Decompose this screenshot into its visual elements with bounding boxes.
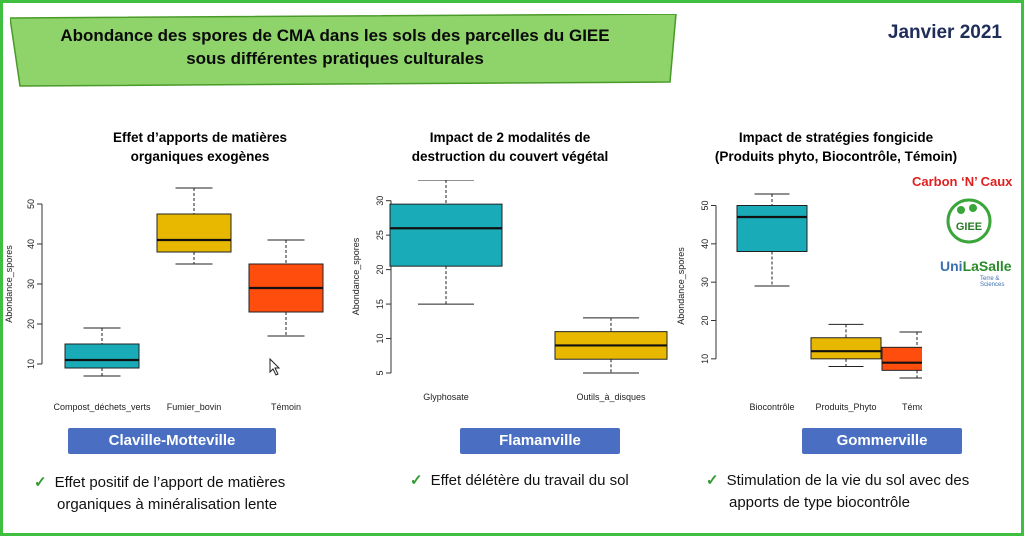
panel1-title: Effet d’apports de matières organiques e… — [70, 128, 330, 166]
y-tick-label: 5 — [375, 370, 385, 375]
y-tick-label: 10 — [26, 359, 36, 369]
panel2-title-line2: destruction du couvert végétal — [411, 149, 609, 164]
category-label: Glyphosate — [423, 392, 469, 402]
carbon-n-caux-logo: Carbon ‘N’ Caux — [912, 174, 1013, 189]
category-label: Témoin — [271, 402, 301, 412]
mouse-cursor-icon — [269, 358, 281, 376]
y-tick-label: 10 — [700, 354, 710, 364]
box-0 — [736, 205, 808, 252]
title-banner: Abondance des spores de CMA dans les sol… — [10, 14, 677, 87]
check-icon: ✓ — [34, 474, 47, 491]
panel2-title: Impact de 2 modalités de destruction du … — [380, 128, 640, 166]
category-label: Outils_à_disques — [576, 392, 646, 402]
y-tick-label: 10 — [375, 334, 385, 344]
unilasalle-uni: Uni — [940, 258, 963, 274]
y-tick-label: 20 — [375, 265, 385, 275]
y-tick-label: 40 — [700, 239, 710, 249]
check-icon: ✓ — [410, 472, 423, 489]
conclusion-claville-line2: organiques à minéralisation lente — [57, 496, 278, 513]
slide-title: Abondance des spores de CMA dans les sol… — [10, 24, 660, 70]
panel1-title-line2: organiques exogènes — [130, 149, 270, 164]
conclusion-flamanville-line1: Effet délétère du travail du sol — [430, 472, 629, 489]
giee-logo: GIEE — [946, 198, 992, 244]
y-tick-label: 50 — [700, 200, 710, 210]
boxplot-claville: 10 20 30 40 50 Abondance_spores Compost_déchet… — [4, 187, 324, 412]
conclusion-gommerville: ✓ Stimulation de la vie du sol avec des a… — [706, 470, 1018, 514]
y-tick-label: 40 — [26, 239, 36, 249]
site-button-gommerville[interactable]: Gommerville — [802, 428, 962, 454]
slide-title-line1: Abondance des spores de CMA dans les sol… — [60, 26, 610, 45]
y-tick-label: 20 — [26, 319, 36, 329]
box-1 — [810, 337, 882, 360]
unilasalle-rest: LaSalle — [962, 258, 1012, 274]
y-tick-label: 30 — [375, 196, 385, 206]
panel3-title-line2: (Produits phyto, Biocontrôle, Témoin) — [714, 149, 958, 164]
box-2 — [881, 346, 922, 371]
conclusion-gommerville-line2: apports de type biocontrôle — [729, 494, 910, 511]
category-label: Biocontrôle — [749, 402, 794, 412]
y-tick-label: 15 — [375, 299, 385, 309]
y-axis-label: Abondance_spores — [4, 245, 14, 323]
y-tick-label: 50 — [26, 199, 36, 209]
panel3-title-line1: Impact de stratégies fongicide — [738, 130, 934, 145]
slide-title-line2: sous différentes pratiques culturales — [186, 49, 484, 68]
unilasalle-tagline: Terre & Sciences — [980, 276, 1005, 288]
y-axis-label: Abondance_spores — [351, 237, 361, 315]
conclusion-claville: ✓ Effet positif de l’apport de matières o… — [34, 472, 354, 516]
y-tick-label: 30 — [26, 279, 36, 289]
y-axis-label: Abondance_spores — [676, 247, 686, 325]
panel2-title-line1: Impact de 2 modalités de — [429, 130, 591, 145]
conclusion-gommerville-line1: Stimulation de la vie du sol avec des — [726, 472, 970, 489]
banner-shape — [10, 14, 677, 87]
unilasalle-logo: UniLaSalle — [940, 258, 1012, 274]
panel1-title-line1: Effet d’apports de matières — [112, 130, 288, 145]
boxplot-gommerville: 10 20 30 40 50 Abondance_spores Biocontrôle Pro… — [676, 193, 922, 412]
y-tick-label: 25 — [375, 230, 385, 240]
category-label: Produits_Phyto — [815, 402, 876, 412]
check-icon: ✓ — [706, 472, 719, 489]
giee-logo-text: GIEE — [956, 221, 982, 233]
boxplot-flamanville: 5 10 15 20 25 30 Abondance_spores Glyphosate Out… — [351, 180, 668, 402]
category-label: Compost_déchets_verts — [53, 402, 151, 412]
box-0 — [389, 203, 503, 267]
site-button-claville[interactable]: Claville-Motteville — [68, 428, 276, 454]
site-button-flamanville[interactable]: Flamanville — [460, 428, 620, 454]
y-tick-label: 30 — [700, 277, 710, 287]
box-0 — [64, 343, 140, 369]
conclusion-claville-line1: Effet positif de l’apport de matières — [54, 474, 286, 491]
category-label: Fumier_bovin — [167, 402, 222, 412]
box-1 — [156, 213, 232, 253]
panel3-title: Impact de stratégies fongicide (Produits… — [676, 128, 996, 166]
category-label: Témoin — [902, 402, 922, 412]
date-label: Janvier 2021 — [887, 22, 1002, 43]
conclusion-flamanville: ✓ Effet délétère du travail du sol — [410, 470, 710, 492]
y-tick-label: 20 — [700, 315, 710, 325]
